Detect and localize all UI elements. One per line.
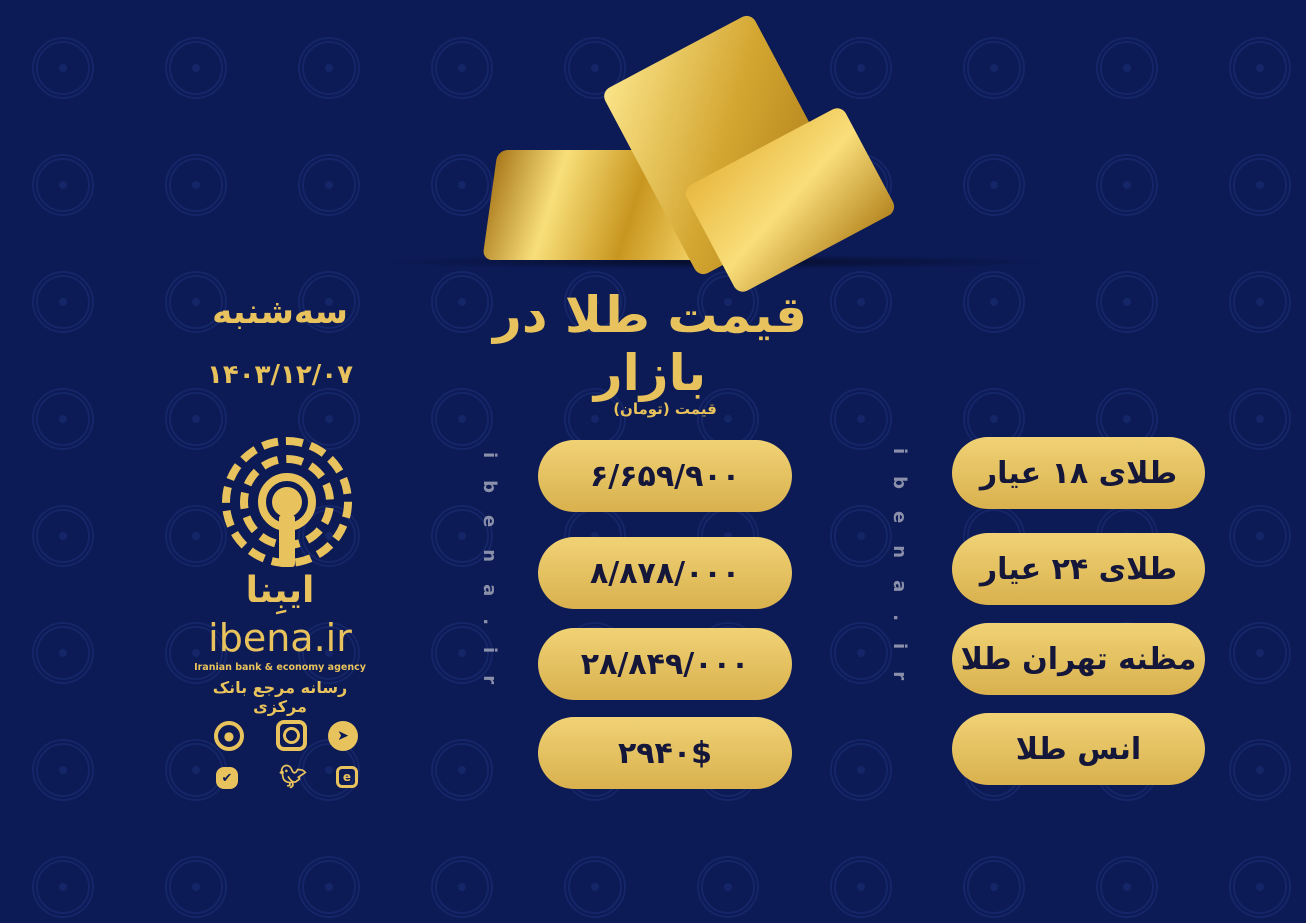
watermark-logo-icon bbox=[431, 37, 493, 99]
watermark-logo-icon bbox=[32, 37, 94, 99]
verified-icon[interactable]: ✔ bbox=[216, 767, 238, 789]
row-price: ۲۹۴۰$ bbox=[538, 717, 792, 789]
watermark-logo-icon bbox=[431, 856, 493, 918]
weekday: سه‌شنبه bbox=[212, 292, 348, 332]
brand-name-en: ibena.ir bbox=[208, 616, 352, 660]
watermark-logo-icon bbox=[1229, 37, 1291, 99]
watermark-logo-icon bbox=[963, 856, 1025, 918]
watermark-logo-icon bbox=[165, 388, 227, 450]
watermark-logo-icon bbox=[830, 739, 892, 801]
watermark-logo-icon bbox=[830, 622, 892, 684]
watermark-logo-icon bbox=[32, 739, 94, 801]
price-column-header: قیمت (تومان) bbox=[613, 400, 717, 418]
watermark-logo-icon bbox=[298, 622, 360, 684]
brand-tagline-en: Iranian bank & economy agency bbox=[194, 662, 366, 673]
row-label: انس طلا bbox=[952, 713, 1205, 785]
brand-name-fa: ایبِنا bbox=[245, 570, 315, 611]
watermark-logo-icon bbox=[165, 271, 227, 333]
watermark-logo-icon bbox=[1096, 856, 1158, 918]
watermark-logo-icon bbox=[1229, 505, 1291, 567]
watermark-logo-icon bbox=[564, 271, 626, 333]
watermark-logo-icon bbox=[165, 154, 227, 216]
watermark-logo-icon bbox=[165, 856, 227, 918]
watermark-logo-icon bbox=[32, 856, 94, 918]
watermark-logo-icon bbox=[1096, 37, 1158, 99]
watermark-logo-icon bbox=[431, 154, 493, 216]
watermark-logo-icon bbox=[830, 388, 892, 450]
watermark-logo-icon bbox=[963, 154, 1025, 216]
watermark-logo-icon bbox=[1229, 388, 1291, 450]
page-title: قیمت طلا در بازار bbox=[493, 286, 807, 402]
row-label: مظنه تهران طلا bbox=[952, 623, 1205, 695]
watermark-logo-icon bbox=[830, 37, 892, 99]
watermark-logo-icon bbox=[32, 154, 94, 216]
watermark-logo-icon bbox=[431, 739, 493, 801]
aparat-icon[interactable]: ● bbox=[214, 721, 244, 751]
brand-tagline-fa: رسانه مرجع بانک مرکزی bbox=[212, 678, 348, 716]
vertical-watermark-text: ibena.ir bbox=[889, 448, 910, 703]
row-price: ۶/۶۵۹/۹۰۰ bbox=[538, 440, 792, 512]
eitaa-icon[interactable]: e bbox=[336, 766, 358, 788]
watermark-logo-icon bbox=[830, 505, 892, 567]
watermark-logo-icon bbox=[298, 856, 360, 918]
watermark-logo-icon bbox=[564, 37, 626, 99]
watermark-logo-icon bbox=[1096, 271, 1158, 333]
watermark-logo-icon bbox=[1229, 154, 1291, 216]
date: ۱۴۰۳/۱۲/۰۷ bbox=[207, 360, 353, 390]
row-label: طلای ۲۴ عیار bbox=[952, 533, 1205, 605]
watermark-logo-icon bbox=[165, 622, 227, 684]
watermark-logo-icon bbox=[1229, 271, 1291, 333]
watermark-logo-icon bbox=[165, 37, 227, 99]
watermark-logo-icon bbox=[298, 271, 360, 333]
instagram-icon[interactable] bbox=[276, 720, 307, 751]
watermark-logo-icon bbox=[32, 505, 94, 567]
watermark-logo-icon bbox=[564, 856, 626, 918]
row-price: ۸/۸۷۸/۰۰۰ bbox=[538, 537, 792, 609]
watermark-logo-icon bbox=[165, 505, 227, 567]
watermark-logo-icon bbox=[298, 388, 360, 450]
watermark-logo-icon bbox=[32, 271, 94, 333]
watermark-logo-icon bbox=[298, 37, 360, 99]
watermark-logo-icon bbox=[298, 154, 360, 216]
watermark-logo-icon bbox=[963, 37, 1025, 99]
watermark-logo-icon bbox=[431, 622, 493, 684]
watermark-logo-icon bbox=[431, 505, 493, 567]
telegram-icon[interactable]: ➤ bbox=[328, 721, 358, 751]
watermark-logo-icon bbox=[963, 271, 1025, 333]
watermark-logo-icon bbox=[830, 856, 892, 918]
watermark-logo-icon bbox=[1229, 622, 1291, 684]
watermark-logo-icon bbox=[1096, 154, 1158, 216]
watermark-logo-icon bbox=[32, 388, 94, 450]
vertical-watermark-text: ibena.ir bbox=[479, 452, 500, 707]
row-label: طلای ۱۸ عیار bbox=[952, 437, 1205, 509]
watermark-logo-icon bbox=[1229, 739, 1291, 801]
watermark-logo-icon bbox=[431, 271, 493, 333]
twitter-icon[interactable]: 🐦︎ bbox=[279, 764, 307, 790]
watermark-logo-icon bbox=[697, 856, 759, 918]
watermark-logo-icon bbox=[1229, 856, 1291, 918]
watermark-logo-icon bbox=[431, 388, 493, 450]
watermark-logo-icon bbox=[830, 271, 892, 333]
row-price: ۲۸/۸۴۹/۰۰۰ bbox=[538, 628, 792, 700]
watermark-logo-icon bbox=[32, 622, 94, 684]
